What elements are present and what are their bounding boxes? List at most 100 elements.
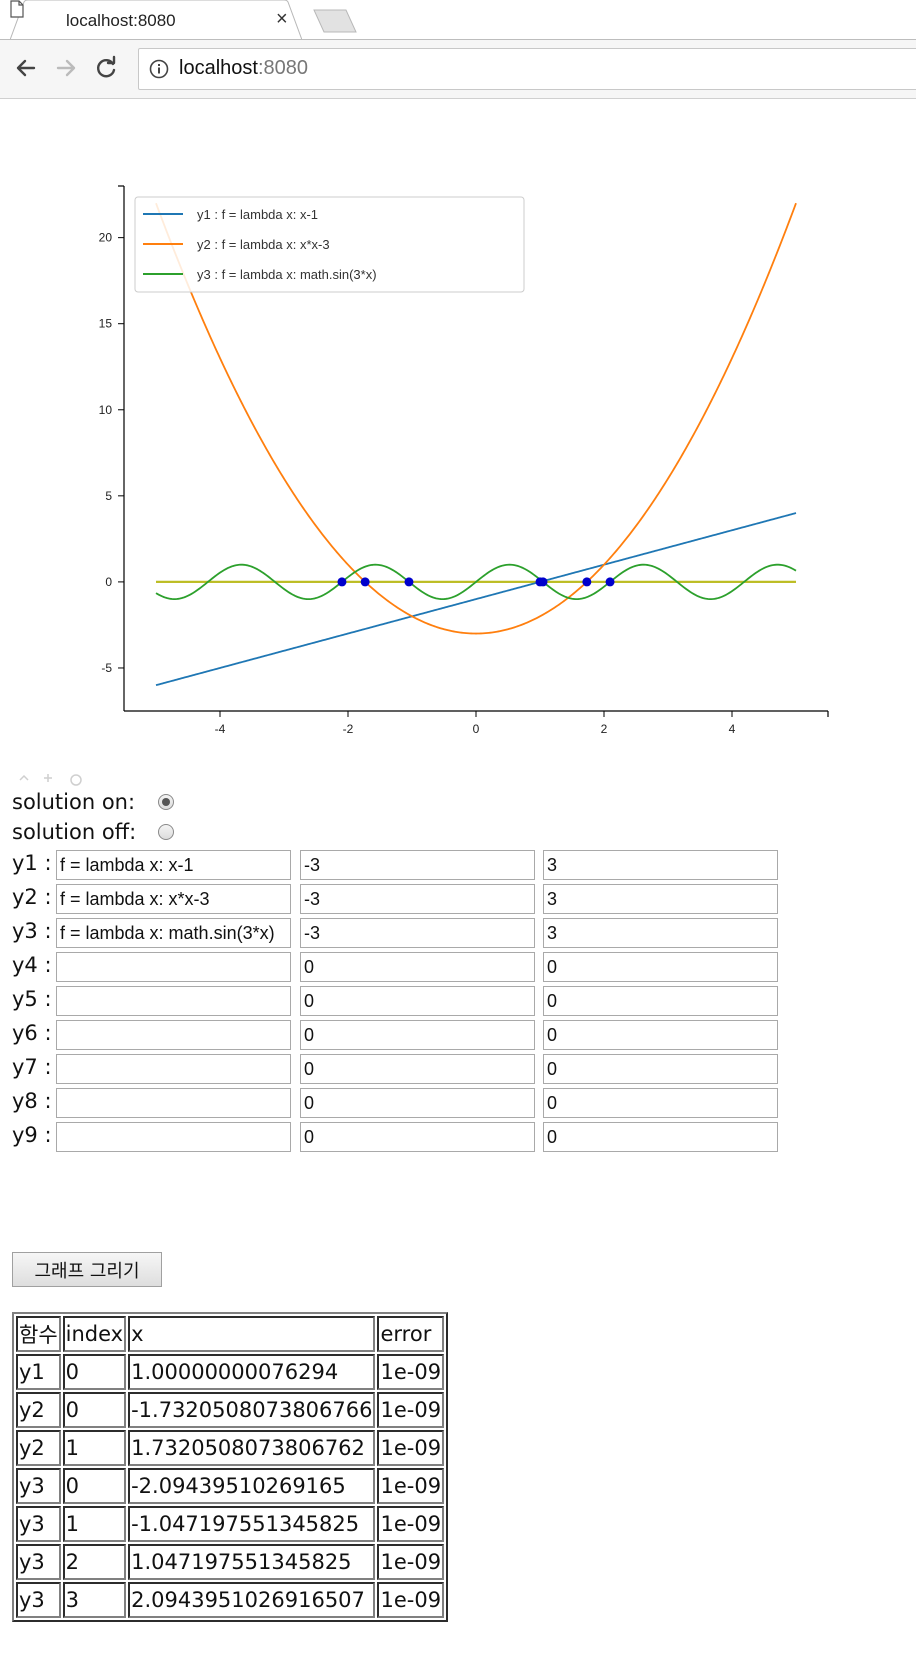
table-row: y2 0 -1.7320508073806766 1e-09 [16,1392,444,1428]
table-cell: 1e-09 [377,1430,444,1466]
table-cell: -1.7320508073806766 [128,1392,375,1428]
function-input[interactable]: f = lambda x: x*x-3 [56,884,291,914]
row-label: y8 : [12,1089,52,1113]
table-cell: 1e-09 [377,1468,444,1504]
forward-arrow-icon[interactable] [50,52,82,84]
row-label: y3 : [12,919,52,943]
solution-off-radio[interactable] [158,824,174,840]
min-input[interactable]: 0 [300,1054,535,1084]
function-input[interactable] [56,1054,291,1084]
table-cell: 1.047197551345825 [128,1544,375,1580]
function-input[interactable] [56,1088,291,1118]
table-row: y1 0 1.00000000076294 1e-09 [16,1354,444,1390]
min-input[interactable]: -3 [300,884,535,914]
max-input[interactable]: 3 [543,918,778,948]
table-cell: -1.047197551345825 [128,1506,375,1542]
legend: y1 : f = lambda x: x-1 y2 : f = lambda x:… [135,197,524,292]
reload-icon[interactable] [90,52,122,84]
info-icon[interactable] [149,59,169,79]
x-tick-label: -2 [343,722,354,736]
table-row: y3 3 2.0943951026916507 1e-09 [16,1582,444,1618]
solution-point [337,577,346,586]
min-input[interactable]: 0 [300,1020,535,1050]
legend-label: y2 : f = lambda x: x*x-3 [197,237,330,252]
max-input[interactable]: 0 [543,952,778,982]
row-label: y1 : [12,851,52,875]
max-input[interactable]: 0 [543,986,778,1016]
table-cell: 1e-09 [377,1506,444,1542]
new-tab-button[interactable] [312,8,358,34]
x-tick-label: 4 [729,722,736,736]
min-input[interactable]: 0 [300,986,535,1016]
browser-tab[interactable]: localhost:8080 × [10,0,302,41]
max-input[interactable]: 3 [543,850,778,880]
address-bar[interactable]: localhost:8080 [138,48,916,90]
url-text[interactable]: localhost:8080 [179,57,308,80]
table-cell: 1e-09 [377,1354,444,1390]
back-arrow-icon[interactable] [10,52,42,84]
draw-graph-button[interactable]: 그래프 그리기 [12,1252,162,1287]
min-input[interactable]: 0 [300,952,535,982]
table-cell: y3 [16,1468,61,1504]
table-cell: 0 [63,1354,126,1390]
x-tick-label: -4 [215,722,226,736]
table-cell: y2 [16,1392,61,1428]
y-tick-label: 15 [99,317,113,331]
y-tick-label: 0 [105,575,112,589]
y-tick-label: -5 [101,661,112,675]
max-input[interactable]: 0 [543,1122,778,1152]
function-input[interactable]: f = lambda x: math.sin(3*x) [56,918,291,948]
function-input[interactable]: f = lambda x: x-1 [56,850,291,880]
y-tick-label: 20 [99,231,113,245]
table-cell: 1 [63,1506,126,1542]
table-cell: 1.7320508073806762 [128,1430,375,1466]
table-cell: 1e-09 [377,1582,444,1618]
max-input[interactable]: 3 [543,884,778,914]
tab-strip: localhost:8080 × [0,0,916,40]
column-header: error [377,1316,444,1352]
table-cell: y3 [16,1506,61,1542]
max-input[interactable]: 0 [543,1020,778,1050]
table-cell: y3 [16,1544,61,1580]
x-tick-label: 2 [601,722,608,736]
page-icon [10,0,24,18]
min-input[interactable]: -3 [300,918,535,948]
min-input[interactable]: -3 [300,850,535,880]
table-cell: 1e-09 [377,1544,444,1580]
y-tick-label: 10 [99,403,113,417]
min-input[interactable]: 0 [300,1122,535,1152]
table-row: y3 1 -1.047197551345825 1e-09 [16,1506,444,1542]
solution-point [539,577,548,586]
table-cell: y3 [16,1582,61,1618]
plot-toolbar-icons[interactable] [20,774,81,785]
row-label: y2 : [12,885,52,909]
legend-label: y1 : f = lambda x: x-1 [197,207,318,222]
table-cell: 1e-09 [377,1392,444,1428]
function-input[interactable] [56,952,291,982]
tab-close-icon[interactable]: × [276,8,288,31]
solution-on-radio[interactable] [158,794,174,810]
function-input[interactable] [56,1122,291,1152]
x-tick-label: 0 [473,722,480,736]
max-input[interactable]: 0 [543,1054,778,1084]
max-input[interactable]: 0 [543,1088,778,1118]
url-port: :8080 [258,57,308,79]
table-cell: 1 [63,1430,126,1466]
tab-title: localhost:8080 [66,11,176,31]
table-cell: 3 [63,1582,126,1618]
series-line-y1 [156,513,796,685]
table-cell: -2.09439510269165 [128,1468,375,1504]
table-cell: 2.0943951026916507 [128,1582,375,1618]
row-label: y4 : [12,953,52,977]
function-input[interactable] [56,986,291,1016]
browser-toolbar: localhost:8080 [0,40,916,99]
row-label: y6 : [12,1021,52,1045]
y-tick-label: 5 [105,489,112,503]
table-cell: y2 [16,1430,61,1466]
min-input[interactable]: 0 [300,1088,535,1118]
function-input[interactable] [56,1020,291,1050]
solution-point [582,577,591,586]
solution-on-label: solution on: [12,790,135,814]
column-header: index [63,1316,126,1352]
table-row: y2 1 1.7320508073806762 1e-09 [16,1430,444,1466]
